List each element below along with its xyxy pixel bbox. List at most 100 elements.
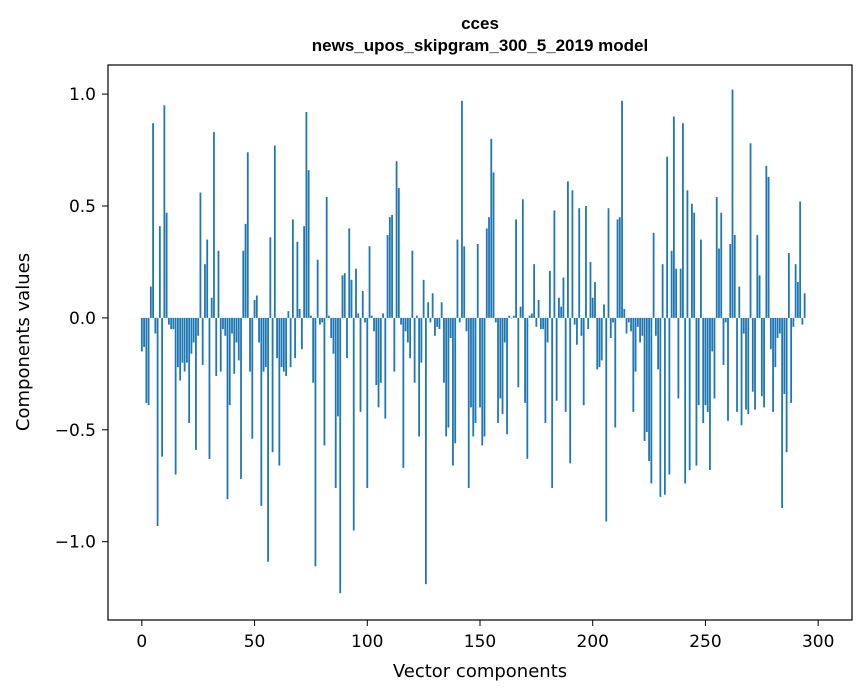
bar	[237, 317, 240, 361]
bar	[490, 138, 493, 318]
bar	[213, 132, 215, 318]
bar	[413, 317, 416, 383]
bar	[382, 313, 384, 318]
bar	[319, 317, 321, 325]
bar	[659, 317, 662, 497]
bar	[443, 317, 445, 383]
x-axis-label: Vector components	[393, 661, 567, 682]
bar	[436, 317, 439, 327]
bar	[713, 317, 716, 399]
bar	[467, 317, 470, 488]
bar	[600, 317, 603, 361]
bar	[328, 315, 330, 318]
bar	[273, 145, 276, 318]
bar	[801, 317, 804, 325]
bar	[704, 317, 707, 406]
bar	[355, 268, 357, 318]
bar	[298, 308, 301, 318]
bar	[377, 317, 380, 408]
chart-title-line1: cces	[461, 14, 499, 33]
bar	[621, 100, 623, 318]
bar	[718, 248, 720, 318]
bar	[551, 317, 554, 488]
bar	[751, 317, 754, 392]
bar	[285, 317, 288, 377]
bar	[485, 228, 488, 318]
bar	[361, 291, 364, 318]
bar	[711, 317, 714, 352]
bar	[796, 282, 799, 318]
bar	[231, 317, 233, 334]
bar	[657, 317, 660, 370]
bar	[303, 226, 306, 318]
bar	[479, 317, 481, 408]
bar	[528, 315, 531, 318]
bar	[458, 317, 461, 323]
bar	[774, 317, 777, 368]
bar	[539, 317, 542, 330]
bar	[517, 317, 520, 388]
bar	[650, 317, 653, 484]
bar	[406, 317, 409, 343]
bar	[393, 317, 396, 372]
bar	[497, 317, 499, 424]
bar	[596, 317, 599, 370]
bar	[253, 299, 256, 318]
bar	[625, 317, 628, 334]
bar	[560, 306, 563, 318]
bar	[553, 210, 556, 318]
bar	[161, 317, 164, 457]
x-tick-label: 150	[464, 632, 496, 652]
bar	[472, 317, 475, 437]
bar	[461, 100, 463, 318]
bar	[722, 317, 725, 365]
bar	[555, 317, 558, 401]
bar	[542, 317, 545, 330]
bar	[594, 282, 596, 318]
bar	[519, 306, 522, 318]
bar	[269, 237, 272, 318]
bar	[607, 208, 610, 318]
bar	[702, 317, 705, 424]
bar	[278, 317, 281, 466]
bar	[240, 317, 242, 480]
bar	[409, 317, 412, 359]
bar	[630, 317, 632, 332]
bar	[456, 239, 459, 318]
bar	[706, 317, 709, 412]
bar	[580, 317, 583, 336]
bar	[582, 317, 585, 406]
bar	[494, 317, 497, 323]
bar	[206, 239, 209, 318]
bar	[280, 317, 283, 368]
bar	[612, 317, 614, 323]
bar	[567, 181, 569, 318]
bar	[670, 250, 673, 318]
bar	[691, 203, 693, 318]
bar	[391, 214, 393, 318]
bar	[291, 219, 294, 318]
bar	[307, 170, 310, 318]
bar	[158, 226, 161, 318]
bar	[197, 317, 200, 336]
bar	[803, 293, 806, 318]
bar	[724, 317, 727, 323]
bar	[760, 317, 763, 397]
bar	[591, 297, 594, 318]
bar	[754, 317, 756, 410]
bar	[233, 317, 236, 374]
bar	[348, 228, 351, 318]
bar	[492, 172, 495, 318]
bar	[258, 317, 260, 343]
bar	[260, 317, 263, 506]
bar	[400, 317, 402, 325]
bar	[149, 286, 152, 318]
bar	[682, 123, 684, 318]
bar	[404, 317, 407, 332]
plot-frame	[107, 64, 853, 621]
bar	[262, 317, 265, 372]
bar	[634, 317, 637, 372]
bar	[321, 317, 324, 323]
